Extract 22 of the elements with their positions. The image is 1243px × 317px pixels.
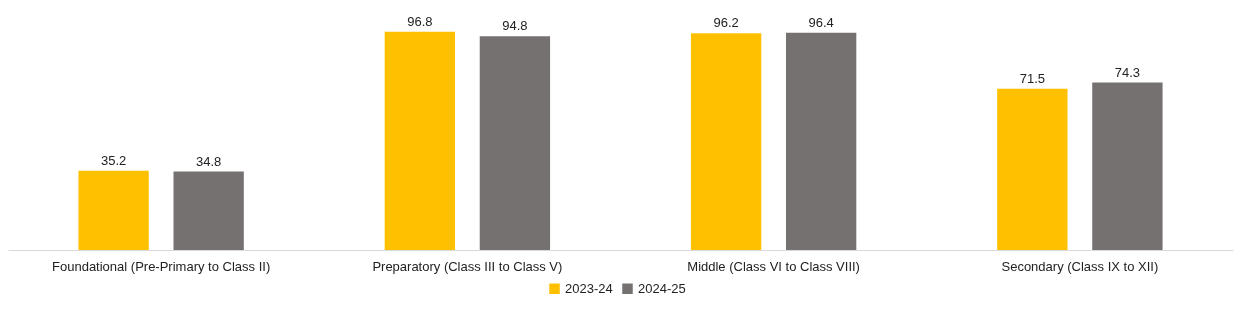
data-label: 96.2 — [713, 15, 739, 31]
bar — [173, 171, 244, 250]
bar — [78, 170, 149, 250]
bar — [384, 31, 456, 250]
x-tick-label: Foundational (Pre-Primary to Class II) — [52, 258, 271, 274]
legend-label: 2024-25 — [638, 280, 686, 296]
data-label: 71.5 — [1019, 70, 1046, 86]
bar — [1092, 82, 1163, 250]
bar — [690, 33, 762, 250]
bar — [785, 32, 857, 250]
x-tick-label: Preparatory (Class III to Class V) — [372, 258, 563, 274]
data-label: 74.3 — [1114, 64, 1141, 80]
data-label: 34.8 — [195, 153, 222, 169]
bar — [479, 36, 551, 250]
x-tick-label: Secondary (Class IX to XII) — [1001, 258, 1159, 274]
legend-label: 2023-24 — [565, 280, 613, 296]
x-tick-label: Middle (Class VI to Class VIII) — [687, 258, 860, 274]
bar — [997, 88, 1068, 250]
data-label: 35.2 — [100, 152, 127, 168]
data-label: 96.8 — [407, 13, 433, 29]
data-label: 96.4 — [808, 14, 834, 30]
data-label: 94.8 — [502, 18, 528, 34]
